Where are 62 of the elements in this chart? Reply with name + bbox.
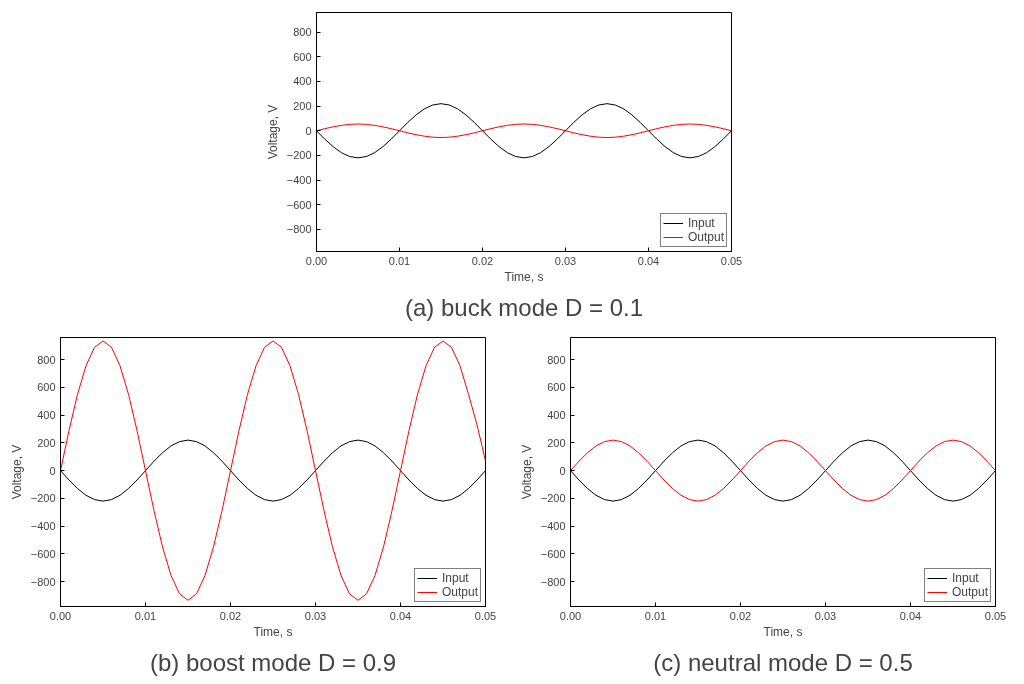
x-tick-label: 0.04	[899, 609, 922, 622]
x-tick-label: 0.01	[644, 609, 667, 622]
y-tick-label: 800	[37, 353, 56, 366]
y-tick-label: 800	[547, 353, 566, 366]
x-tick-label: 0.04	[637, 254, 660, 267]
y-tick-label: 800	[293, 26, 312, 39]
x-tick-label: 0.03	[304, 609, 327, 622]
x-axis-title: Time, s	[763, 624, 803, 639]
legend-label: Input	[687, 216, 715, 230]
y-tick-label: 600	[547, 381, 566, 394]
text: (c) neutral mode D = 0.5	[653, 648, 913, 676]
y-tick-label: 0	[305, 124, 312, 137]
x-tick-label: 0.02	[471, 254, 494, 267]
y-axis-title: Voltage, V	[9, 444, 24, 500]
x-axis-title: Time, s	[253, 624, 293, 639]
y-tick-label: 200	[293, 100, 312, 113]
x-tick-label: 0.02	[729, 609, 752, 622]
y-tick-label: −600	[286, 198, 312, 211]
y-tick-label: −600	[30, 547, 56, 560]
y-tick-label: −200	[30, 492, 56, 505]
y-tick-label: −400	[286, 174, 312, 187]
x-tick-label: 0.05	[984, 609, 1007, 622]
y-tick-label: 400	[547, 409, 566, 422]
y-tick-label: 200	[547, 436, 566, 449]
y-tick-label: −800	[30, 575, 56, 588]
legend-label: Input	[441, 571, 469, 585]
y-tick-label: −600	[540, 547, 566, 560]
y-tick-label: 400	[293, 75, 312, 88]
text: (a) buck mode D = 0.1	[404, 293, 644, 321]
x-tick-label: 0.05	[720, 254, 743, 267]
text: (b) boost mode D = 0.9	[149, 648, 397, 676]
x-tick-label: 0.01	[134, 609, 157, 622]
legend-label: Output	[951, 585, 988, 599]
y-tick-label: −200	[286, 149, 312, 162]
legend-label: Output	[687, 230, 724, 244]
y-tick-label: 600	[37, 381, 56, 394]
y-axis-title: Voltage, V	[519, 444, 534, 500]
y-tick-label: 0	[49, 464, 56, 477]
y-tick-label: 200	[37, 436, 56, 449]
x-tick-label: 0.00	[305, 254, 328, 267]
x-axis-title: Time, s	[504, 269, 544, 284]
y-tick-label: −400	[30, 520, 56, 533]
y-tick-label: −800	[540, 575, 566, 588]
x-tick-label: 0.00	[559, 609, 582, 622]
y-axis-title: Voltage, V	[265, 104, 280, 160]
y-tick-label: 400	[37, 409, 56, 422]
x-tick-label: 0.02	[219, 609, 242, 622]
line-series	[60, 340, 486, 601]
y-tick-label: 600	[293, 50, 312, 63]
x-tick-label: 0.05	[474, 609, 497, 622]
line-series	[316, 123, 732, 139]
y-tick-label: −400	[540, 520, 566, 533]
y-tick-label: 0	[559, 464, 566, 477]
x-tick-label: 0.04	[389, 609, 412, 622]
legend-label: Output	[441, 585, 478, 599]
legend-label: Input	[951, 571, 979, 585]
y-tick-label: −200	[540, 492, 566, 505]
x-tick-label: 0.01	[388, 254, 411, 267]
x-tick-label: 0.03	[554, 254, 577, 267]
x-tick-label: 0.03	[814, 609, 837, 622]
x-tick-label: 0.00	[49, 609, 72, 622]
y-tick-label: −800	[286, 223, 312, 236]
